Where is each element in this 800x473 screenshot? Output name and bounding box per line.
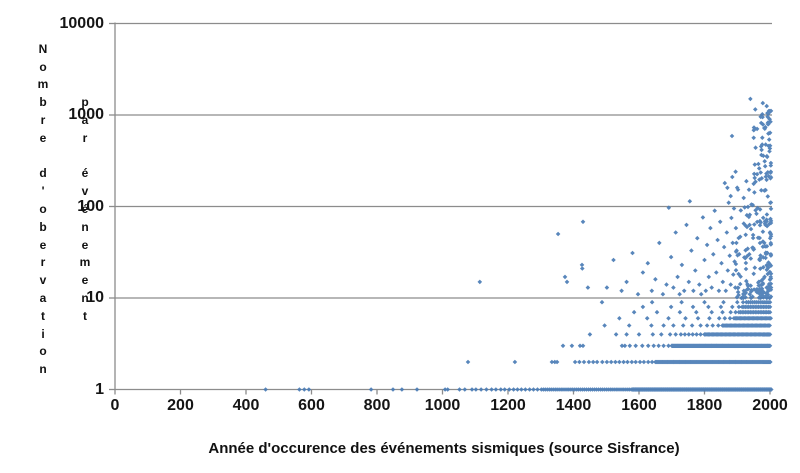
y-axis-title-letter: n: [39, 362, 47, 377]
y-axis-title-letter: v: [81, 184, 89, 199]
x-tick-label: 400: [232, 397, 260, 414]
y-axis-title-letter: r: [40, 113, 46, 128]
x-tick-label: 2000: [752, 397, 788, 414]
y-axis-title-letter: i: [41, 326, 45, 341]
y-axis-title-letter: N: [38, 41, 48, 56]
y-axis-title-letter: b: [39, 95, 47, 110]
y-tick-label: 1: [95, 380, 104, 398]
y-axis-title-letter: t: [41, 308, 45, 323]
y-axis-title-letter: o: [39, 59, 47, 74]
y-axis-title-letter: é: [81, 202, 89, 217]
x-tick-label: 1000: [424, 397, 461, 414]
y-tick-label: 10: [86, 289, 104, 306]
data-points: [263, 96, 774, 392]
y-axis-title-letter: o: [39, 344, 47, 359]
x-tick-label: 0: [110, 397, 120, 414]
y-axis-title-letter: e: [81, 237, 89, 252]
x-tick-label: 800: [363, 397, 391, 414]
y-tick-label: 100: [77, 197, 104, 215]
y-axis-title-letter: m: [79, 255, 91, 270]
y-axis-title-letter: ': [41, 184, 45, 199]
y-axis-title-letter: e: [81, 273, 89, 288]
y-axis-title-letter: o: [39, 202, 47, 217]
x-tick-label: 600: [298, 397, 325, 414]
x-tick-label: 200: [167, 397, 194, 414]
x-tick-label: 1200: [490, 397, 526, 414]
x-tick-label: 1400: [555, 397, 592, 414]
y-axis-title-letter: r: [82, 130, 88, 145]
y-axis-title-letter: b: [39, 219, 47, 234]
y-axis-title-letter: t: [83, 308, 87, 323]
x-tick-label: 1600: [621, 397, 657, 414]
y-axis-title-letter: n: [81, 291, 89, 306]
y-axis-title-letter: v: [39, 273, 47, 288]
y-tick-label: 10000: [59, 14, 105, 32]
y-axis-title-letter: é: [81, 166, 89, 181]
x-tick-label: 1800: [686, 397, 723, 414]
y-axis-title-letter: n: [81, 219, 89, 234]
y-axis-title-letter: e: [39, 237, 47, 252]
y-axis-title-letter: e: [39, 130, 47, 145]
y-tick-label: 1000: [68, 106, 104, 123]
y-axis-title-letter: r: [40, 255, 46, 270]
y-axis-title-letter: [41, 148, 44, 166]
y-axis-title-letter: p: [81, 95, 89, 110]
x-axis-title: Année d'occurence des événements sismiqu…: [208, 440, 680, 457]
y-axis-title-letter: [83, 148, 86, 166]
y-axis-title-letter: m: [37, 77, 49, 92]
y-axis-title-letter: d: [39, 166, 47, 181]
y-axis-title-letter: a: [81, 113, 89, 128]
y-axis-title-letter: a: [39, 291, 47, 306]
